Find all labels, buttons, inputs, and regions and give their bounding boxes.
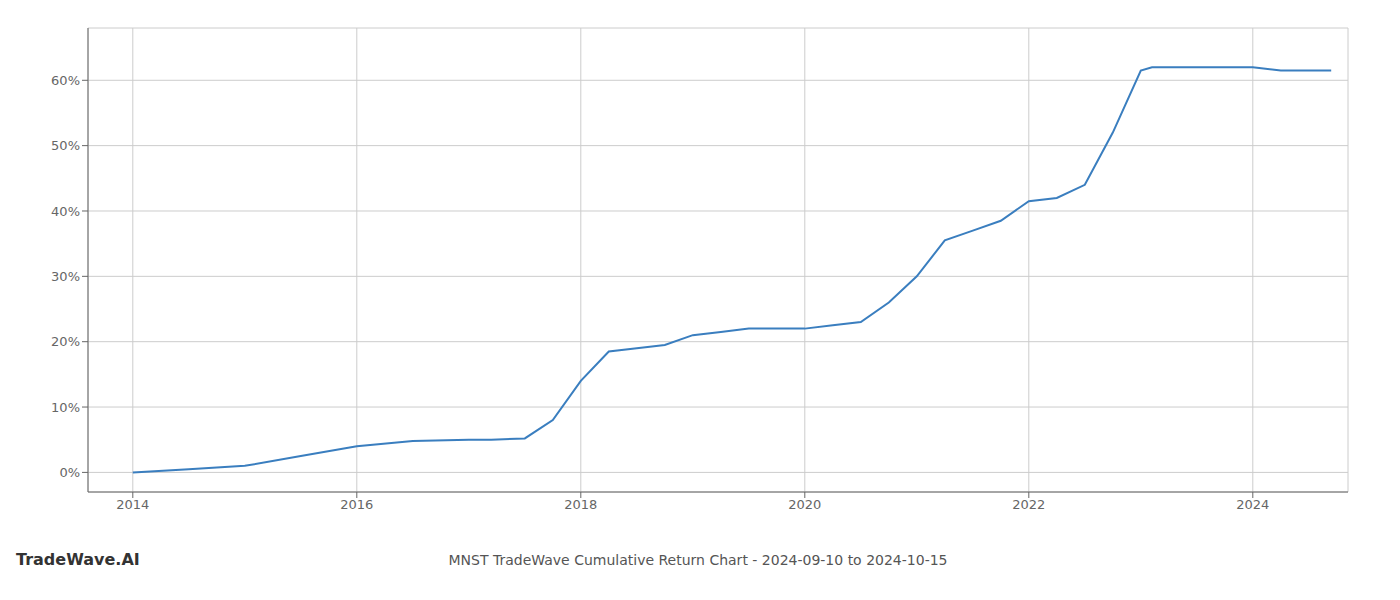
svg-text:10%: 10% bbox=[51, 400, 80, 415]
html-text:TradeWave.AI: TradeWave.AI bbox=[16, 550, 140, 569]
svg-text:2016: 2016 bbox=[340, 497, 373, 512]
svg-text:20%: 20% bbox=[51, 334, 80, 349]
svg-text:2018: 2018 bbox=[564, 497, 597, 512]
svg-text:2020: 2020 bbox=[788, 497, 821, 512]
svg-text:2022: 2022 bbox=[1012, 497, 1045, 512]
svg-text:60%: 60% bbox=[51, 73, 80, 88]
svg-text:30%: 30% bbox=[51, 269, 80, 284]
html-text:MNST TradeWave Cumulative Retu: MNST TradeWave Cumulative Return Chart -… bbox=[448, 552, 948, 568]
svg-text:2024: 2024 bbox=[1236, 497, 1269, 512]
svg-text:2014: 2014 bbox=[116, 497, 149, 512]
svg-text:0%: 0% bbox=[59, 465, 80, 480]
svg-text:50%: 50% bbox=[51, 138, 80, 153]
svg-text:40%: 40% bbox=[51, 204, 80, 219]
